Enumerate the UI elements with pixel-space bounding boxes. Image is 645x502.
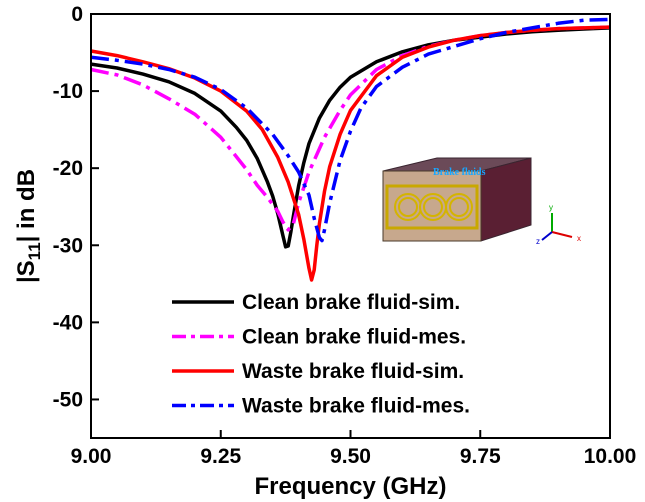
box-right-side (480, 157, 532, 242)
legend-label-2: Clean brake fluid-mes. (242, 326, 466, 349)
series-line-3 (90, 25, 611, 282)
y-axis-title-tail: | in dB (13, 169, 40, 242)
axis-ticks: 9.00 9.25 9.50 9.75 10.00 0 -10 -20 -30 -40 -50 (53, 3, 637, 468)
x-tick-label: 9.75 (460, 445, 501, 468)
y-axis-title-main: |S (13, 260, 40, 283)
y-axis-title: |S11| in dB (13, 169, 44, 283)
y-axis-title-sub: 11 (25, 242, 44, 260)
legend-label-3: Waste brake fluid-sim. (242, 360, 464, 383)
inset-label: Brake fluids (433, 167, 486, 178)
coordinate-axes: y x z (536, 203, 581, 246)
sensor-model-inset: Brake fluids y x z (382, 157, 581, 246)
y-tick-label: 0 (71, 3, 83, 26)
axis-x-label: x (577, 234, 581, 243)
y-tick-label: -40 (53, 311, 83, 334)
y-tick-label: -20 (53, 157, 83, 180)
legend-label-1: Clean brake fluid-sim. (242, 291, 460, 314)
plot-lines (90, 17, 611, 282)
series-line-1 (90, 26, 611, 249)
axis-y-label: y (549, 203, 553, 212)
x-tick-label: 9.00 (71, 445, 112, 468)
ring-resonators (385, 184, 479, 230)
legend: Clean brake fluid-sim. Clean brake fluid-… (172, 291, 470, 418)
x-tick-label: 9.50 (330, 445, 371, 468)
series-line-4 (90, 17, 611, 243)
axis-z-label: z (536, 237, 540, 246)
x-tick-label: 9.25 (200, 445, 241, 468)
y-tick-label: -10 (53, 80, 83, 103)
y-tick-label: -30 (53, 234, 83, 257)
series-line-2 (90, 25, 611, 232)
y-tick-label: -50 (53, 388, 83, 411)
x-tick-label: 10.00 (584, 445, 637, 468)
legend-label-4: Waste brake fluid-mes. (242, 395, 470, 418)
x-axis-title: Frequency (GHz) (254, 473, 446, 500)
